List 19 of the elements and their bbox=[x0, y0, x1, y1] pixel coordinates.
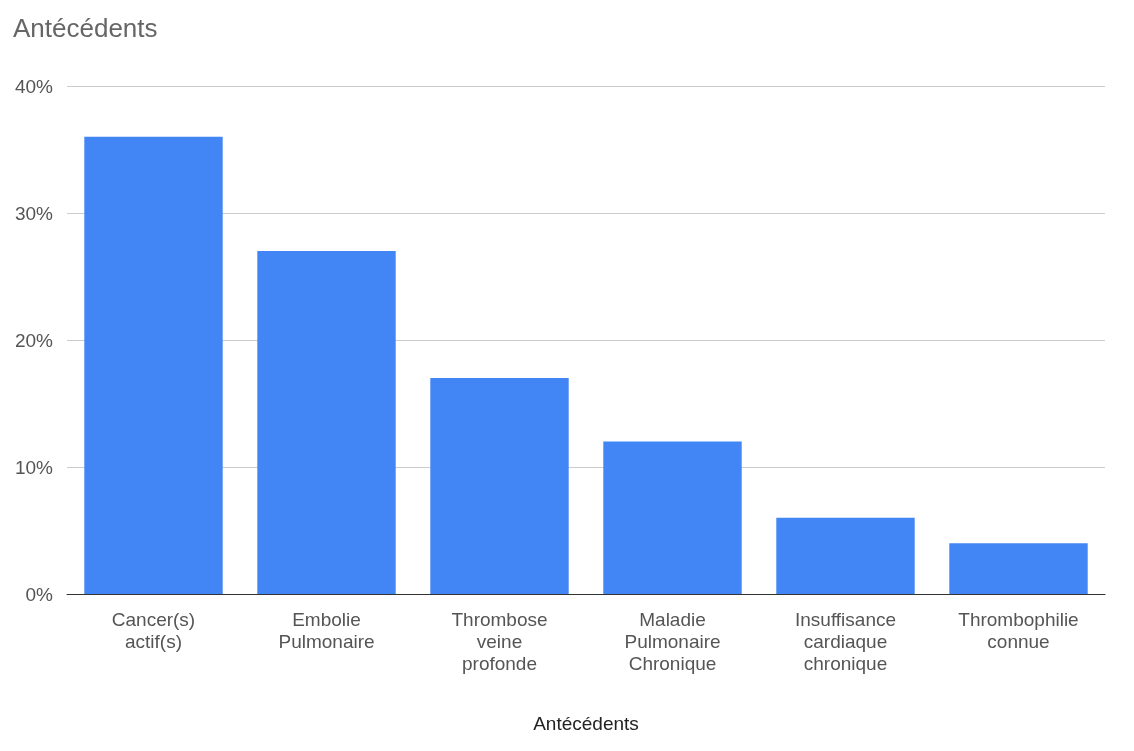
bar bbox=[430, 378, 569, 594]
y-tick-label: 30% bbox=[14, 202, 54, 224]
x-tick-label: Thrombophilie connue bbox=[958, 608, 1079, 652]
y-tick-label: 10% bbox=[14, 456, 54, 478]
bar bbox=[776, 517, 915, 594]
x-tick-label: Thrombose veine profonde bbox=[451, 608, 548, 674]
y-tick-label: 0% bbox=[25, 583, 54, 605]
bar bbox=[603, 441, 742, 594]
bar bbox=[257, 251, 396, 594]
chart-title: Antécédents bbox=[13, 13, 158, 43]
x-tick-label: Insuffisance cardiaque chronique bbox=[794, 608, 897, 674]
y-tick-label: 20% bbox=[14, 329, 54, 351]
x-tick-label: Embolie Pulmonaire bbox=[278, 608, 375, 652]
x-tick-label: Maladie Pulmonaire Chronique bbox=[624, 608, 721, 674]
bar bbox=[949, 543, 1088, 594]
x-axis-title: Antécédents bbox=[533, 713, 639, 734]
y-tick-label: 40% bbox=[14, 75, 54, 97]
x-tick-label: Cancer(s) actif(s) bbox=[111, 608, 196, 652]
bar bbox=[84, 136, 223, 594]
